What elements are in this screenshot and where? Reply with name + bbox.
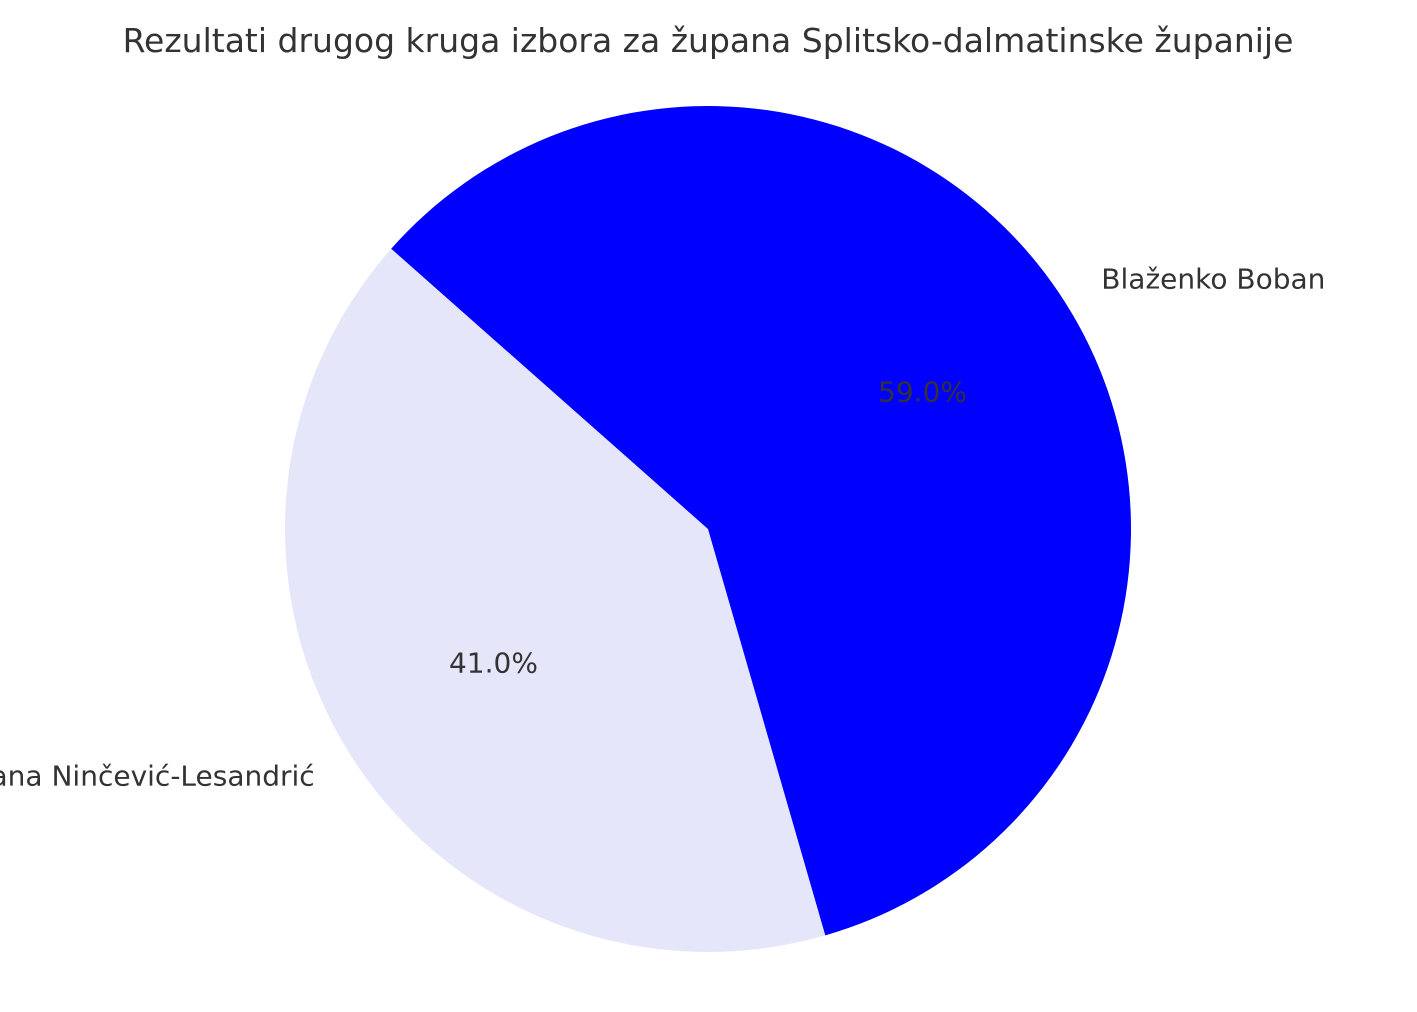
chart-title: Rezultati drugog kruga izbora za župana … (123, 21, 1294, 60)
pie-slices (285, 105, 1131, 953)
slice-label-ivana-nincevic-lesandric: Ivana Ninčević-Lesandrić (0, 760, 315, 793)
pie-slice-ivana-nincevic-lesandric (285, 248, 826, 953)
slice-percent-ivana-nincevic-lesandric: 41.0% (449, 647, 538, 680)
slice-label-blazenko-boban: Blaženko Boban (1101, 262, 1325, 295)
pie-labels: Ivana Ninčević-Lesandrić 41.0% Blaženko Bo… (0, 262, 1325, 792)
pie-slice-blazenko-boban (391, 105, 1131, 936)
slice-percent-blazenko-boban: 59.0% (878, 375, 967, 408)
